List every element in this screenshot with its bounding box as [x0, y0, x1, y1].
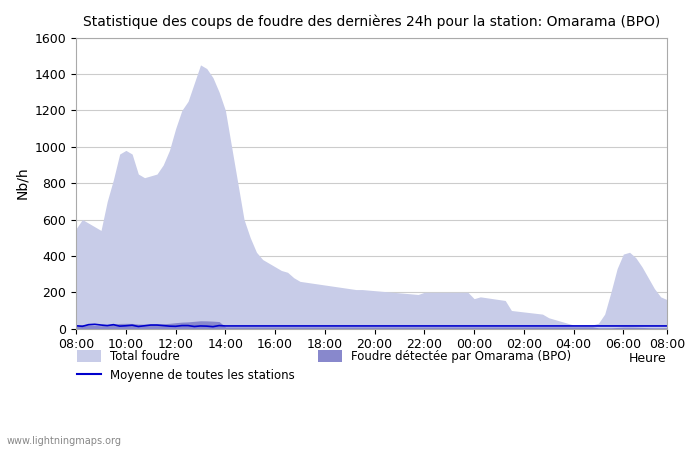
Legend: Total foudre, Moyenne de toutes les stations, Foudre détectée par Omarama (BPO): Total foudre, Moyenne de toutes les stat…	[72, 346, 576, 387]
Title: Statistique des coups de foudre des dernières 24h pour la station: Omarama (BPO): Statistique des coups de foudre des dern…	[83, 15, 660, 30]
Y-axis label: Nb/h: Nb/h	[15, 167, 29, 199]
Text: www.lightningmaps.org: www.lightningmaps.org	[7, 436, 122, 446]
Text: Heure: Heure	[629, 352, 667, 365]
